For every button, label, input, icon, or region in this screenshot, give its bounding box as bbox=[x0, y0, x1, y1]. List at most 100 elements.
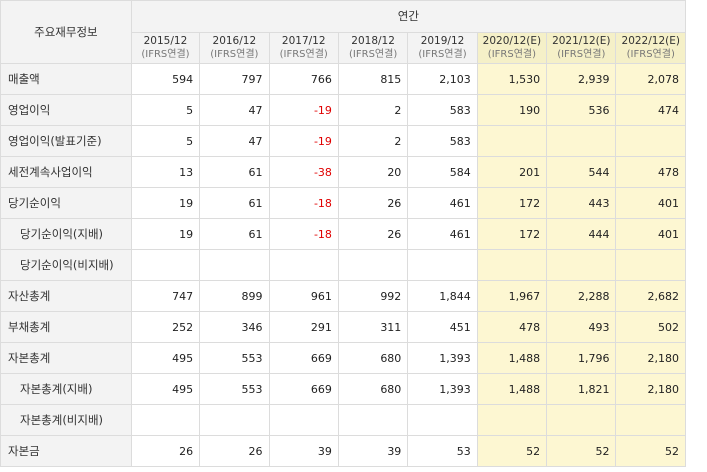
table-cell: 584 bbox=[407, 156, 478, 188]
table-row: 영업이익 5 47 -19 2 583 190 536 474 bbox=[0, 94, 686, 126]
period-year: 2017/12 bbox=[281, 34, 326, 47]
table-cell: 39 bbox=[337, 435, 409, 467]
table-cell: 311 bbox=[337, 311, 409, 343]
table-cell: 443 bbox=[546, 187, 617, 219]
table-cell: 1,393 bbox=[407, 373, 478, 405]
table-cell: 39 bbox=[268, 435, 339, 467]
table-cell: 2 bbox=[337, 94, 409, 126]
table-cell: 669 bbox=[268, 373, 339, 405]
table-cell bbox=[268, 404, 339, 436]
period-year: 2018/12 bbox=[351, 34, 395, 47]
table-cell: 1,488 bbox=[476, 342, 548, 374]
period-header: 2017/12 (IFRS연결) bbox=[268, 31, 339, 64]
table-cell bbox=[130, 249, 201, 281]
table-cell: 474 bbox=[615, 94, 686, 126]
table-cell: 1,967 bbox=[476, 280, 548, 312]
period-basis: (IFRS연결) bbox=[210, 48, 259, 60]
row-label: 영업이익 bbox=[0, 94, 132, 126]
table-cell: 536 bbox=[546, 94, 617, 126]
row-label: 자본총계(비지배) bbox=[0, 404, 132, 436]
table-cell bbox=[407, 249, 478, 281]
table-cell: 2,180 bbox=[615, 373, 686, 405]
period-basis: (IFRS연결) bbox=[487, 48, 536, 60]
row-label: 자본총계(지배) bbox=[0, 373, 132, 405]
table-cell bbox=[199, 249, 270, 281]
table-row: 자본총계(지배) 495 553 669 680 1,393 1,488 1,821 2,180 bbox=[0, 373, 686, 405]
period-year: 2022/12(E) bbox=[621, 34, 680, 47]
table-cell: -18 bbox=[268, 187, 339, 219]
table-cell: 2,682 bbox=[615, 280, 686, 312]
table-cell: 13 bbox=[130, 156, 201, 188]
table-cell bbox=[199, 404, 270, 436]
table-cell: 19 bbox=[130, 187, 201, 219]
table-cell: -19 bbox=[268, 125, 339, 157]
table-cell: 1,530 bbox=[476, 63, 548, 95]
table-cell: 502 bbox=[615, 311, 686, 343]
table-cell bbox=[268, 249, 339, 281]
table-cell: 544 bbox=[546, 156, 617, 188]
table-cell: 2 bbox=[337, 125, 409, 157]
row-label: 자본금 bbox=[0, 435, 132, 467]
table-cell bbox=[407, 404, 478, 436]
period-basis: (IFRS연결) bbox=[557, 48, 606, 60]
period-basis: (IFRS연결) bbox=[418, 48, 467, 60]
period-basis: (IFRS연결) bbox=[141, 48, 190, 60]
table-row: 영업이익(발표기준) 5 47 -19 2 583 bbox=[0, 125, 686, 157]
period-header: 2018/12 (IFRS연결) bbox=[337, 31, 409, 64]
period-year: 2020/12(E) bbox=[482, 34, 542, 47]
table-cell bbox=[615, 404, 686, 436]
corner-header: 주요재무정보 bbox=[0, 0, 132, 64]
table-cell: 47 bbox=[199, 125, 270, 157]
row-label: 자본총계 bbox=[0, 342, 132, 374]
table-cell: 61 bbox=[199, 218, 270, 250]
table-cell: 252 bbox=[130, 311, 201, 343]
table-row: 부채총계 252 346 291 311 451 478 493 502 bbox=[0, 311, 686, 343]
table-cell: 493 bbox=[546, 311, 617, 343]
table-row: 당기순이익(비지배) bbox=[0, 249, 686, 281]
period-year: 2015/12 bbox=[143, 34, 188, 47]
row-label: 매출액 bbox=[0, 63, 132, 95]
period-year: 2019/12 bbox=[420, 34, 465, 47]
table-body: 매출액 594 797 766 815 2,103 1,530 2,939 2,078 영업이익 5… bbox=[0, 63, 686, 467]
row-label: 당기순이익(지배) bbox=[0, 218, 132, 250]
table-cell: 899 bbox=[199, 280, 270, 312]
table-row: 자본총계(비지배) bbox=[0, 404, 686, 436]
period-header: 2016/12 (IFRS연결) bbox=[199, 31, 270, 64]
financial-summary-table: 주요재무정보 연간 2015/12 (IFRS연결) 2016/12 (IFRS연결)… bbox=[0, 0, 687, 467]
table-cell bbox=[476, 125, 548, 157]
table-cell: 201 bbox=[476, 156, 548, 188]
table-cell bbox=[130, 404, 201, 436]
table-cell bbox=[337, 249, 409, 281]
table-cell: 583 bbox=[407, 94, 478, 126]
table-row: 자산총계 747 899 961 992 1,844 1,967 2,288 2,682 bbox=[0, 280, 686, 312]
table-cell: 172 bbox=[476, 187, 548, 219]
table-cell: 766 bbox=[268, 63, 339, 95]
table-row: 매출액 594 797 766 815 2,103 1,530 2,939 2,078 bbox=[0, 63, 686, 95]
table-row: 당기순이익 19 61 -18 26 461 172 443 401 bbox=[0, 187, 686, 219]
period-basis: (IFRS연결) bbox=[349, 48, 398, 60]
table-cell: 26 bbox=[337, 218, 409, 250]
row-label: 부채총계 bbox=[0, 311, 132, 343]
table-cell: 47 bbox=[199, 94, 270, 126]
table-cell: 401 bbox=[615, 218, 686, 250]
row-label: 자산총계 bbox=[0, 280, 132, 312]
period-year: 2016/12 bbox=[212, 34, 257, 47]
table-cell: 961 bbox=[268, 280, 339, 312]
table-cell: 1,821 bbox=[546, 373, 617, 405]
table-cell: 1,844 bbox=[407, 280, 478, 312]
table-cell: 52 bbox=[476, 435, 548, 467]
table-cell: 401 bbox=[615, 187, 686, 219]
table-cell bbox=[546, 125, 617, 157]
table-cell: -19 bbox=[268, 94, 339, 126]
table-cell: 495 bbox=[130, 342, 201, 374]
period-header: 2015/12 (IFRS연결) bbox=[130, 31, 201, 64]
table-cell: 1,796 bbox=[546, 342, 617, 374]
table-cell: 478 bbox=[615, 156, 686, 188]
table-cell: 1,488 bbox=[476, 373, 548, 405]
row-label: 당기순이익(비지배) bbox=[0, 249, 132, 281]
period-header: 2019/12 (IFRS연결) bbox=[407, 31, 478, 64]
table-cell: 5 bbox=[130, 94, 201, 126]
table-cell bbox=[615, 249, 686, 281]
table-cell: 5 bbox=[130, 125, 201, 157]
row-label: 세전계속사업이익 bbox=[0, 156, 132, 188]
